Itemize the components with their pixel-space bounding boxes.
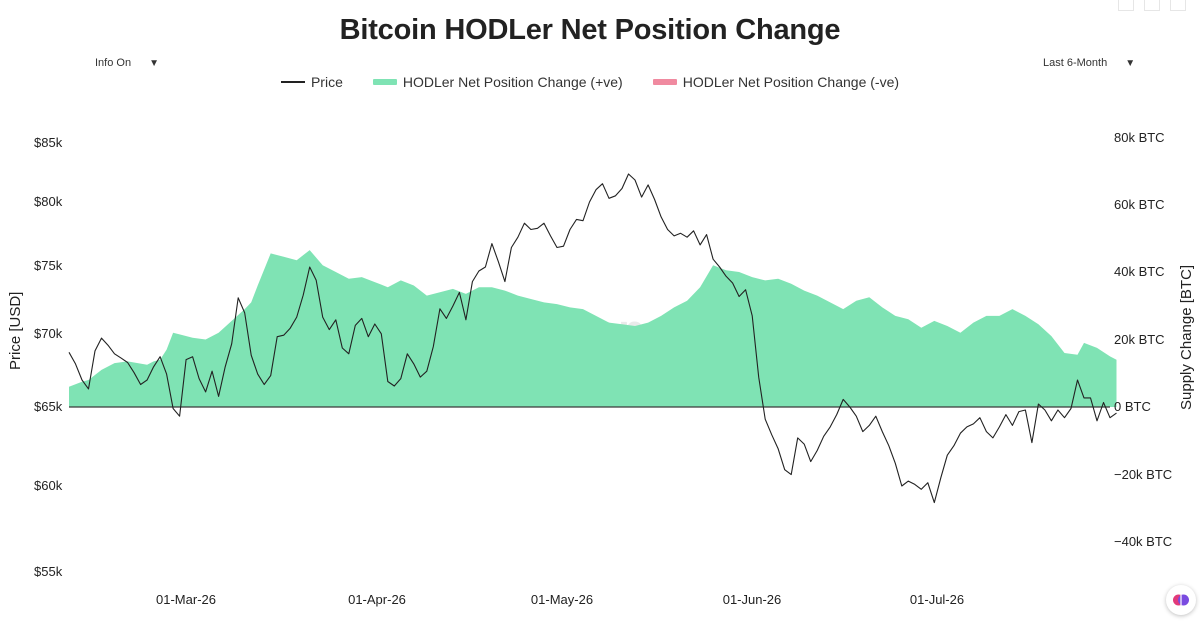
app-badge[interactable] (1166, 585, 1196, 615)
legend-item-price[interactable]: Price (280, 74, 343, 90)
series-line-price (68, 173, 1117, 504)
y-right-tick: 0 BTC (1114, 399, 1151, 414)
negative-swatch (652, 79, 677, 85)
legend-label: Price (310, 74, 343, 90)
window-icon (1118, 0, 1134, 11)
price-swatch (280, 81, 305, 83)
window-controls (1118, 0, 1186, 11)
legend-item-negative[interactable]: HODLer Net Position Change (-ve) (652, 74, 900, 90)
legend-label: HODLer Net Position Change (+ve) (402, 74, 623, 90)
x-tick: 01-Jun-26 (722, 592, 782, 607)
time-range-dropdown[interactable]: Last 6-Month ▼ (1043, 57, 1135, 69)
price-layer (68, 173, 1117, 504)
chart-title: Bitcoin HODLer Net Position Change (339, 14, 841, 46)
x-tick: 01-Mar-26 (156, 592, 216, 607)
chevron-down-icon: ▼ (149, 58, 159, 69)
y-left-tick: $80k (34, 194, 63, 209)
y-right-tick: 20k BTC (1114, 332, 1165, 347)
info-toggle-dropdown[interactable]: Info On ▼ (95, 57, 159, 69)
brain-icon (1173, 594, 1189, 606)
y-right-tick: 40k BTC (1114, 264, 1165, 279)
x-tick: 01-May-26 (530, 592, 594, 607)
info-toggle-label: Info On (95, 57, 132, 69)
x-tick: 01-Jul-26 (909, 592, 965, 607)
area-layer (69, 250, 1117, 407)
y-axis-left-title: Price [USD] (7, 291, 24, 370)
x-tick: 01-Apr-26 (348, 592, 406, 607)
y-axis-right-title: Supply Change [BTC] (1178, 264, 1195, 410)
legend-label: HODLer Net Position Change (-ve) (682, 74, 900, 90)
y-right-tick: 60k BTC (1114, 197, 1165, 212)
legend: Price HODLer Net Position Change (+ve) H… (0, 74, 1180, 90)
y-left-tick: $65k (34, 399, 63, 414)
y-left-tick: $85k (34, 135, 63, 150)
legend-item-positive[interactable]: HODLer Net Position Change (+ve) (372, 74, 623, 90)
time-range-label: Last 6-Month (1043, 57, 1108, 69)
chevron-down-icon: ▼ (1125, 58, 1136, 69)
y-left-tick: $75k (34, 258, 63, 273)
window-icon (1144, 0, 1160, 11)
y-left-tick: $60k (34, 478, 63, 493)
y-right-tick: −40k BTC (1114, 534, 1173, 549)
y-left-tick: $55k (34, 564, 63, 579)
window-icon (1170, 0, 1186, 11)
series-area-positive (69, 250, 1117, 407)
y-left-tick: $70k (34, 326, 63, 341)
y-right-tick: 80k BTC (1114, 130, 1165, 145)
y-right-tick: −20k BTC (1114, 467, 1173, 482)
positive-swatch (372, 79, 397, 85)
